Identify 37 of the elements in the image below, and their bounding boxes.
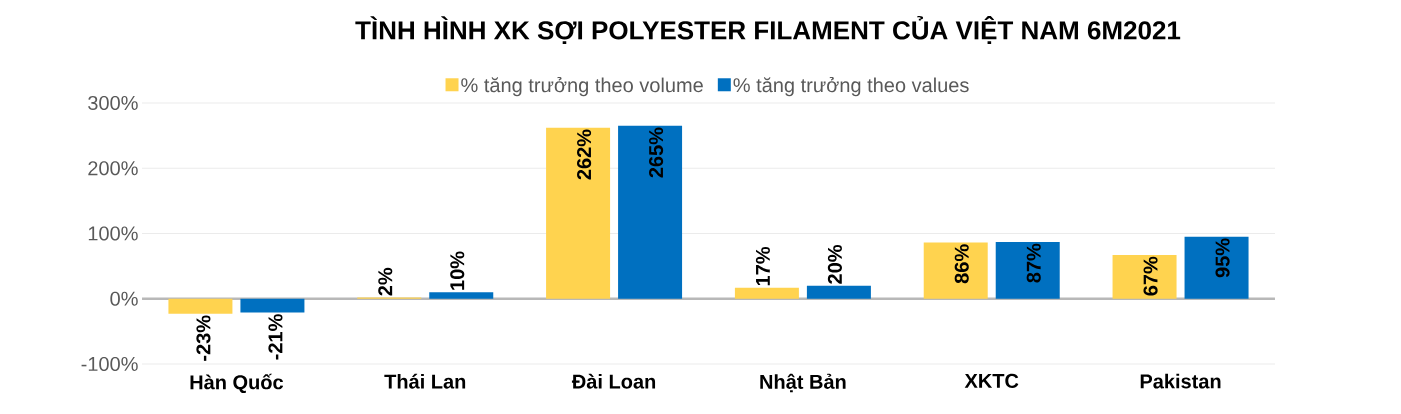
x-tick-label: Pakistan: [1140, 373, 1221, 389]
x-tick-label: XKTC: [964, 373, 1019, 388]
data-label: 67%: [1143, 256, 1158, 296]
legend-label: % tăng trưởng theo volume: [461, 76, 703, 97]
x-tick-label: Hàn Quốc: [190, 373, 284, 394]
y-tick-label: -100%: [81, 356, 138, 372]
bar: [806, 285, 871, 299]
y-tick-label: 300%: [88, 95, 138, 111]
data-label: 265%: [649, 127, 664, 178]
chart-title: TÌNH HÌNH XK SỢI POLYESTER FILAMENT CỦA VIỆT NAM 6M2021: [355, 16, 1181, 44]
bar: [618, 125, 683, 299]
bar: [1184, 236, 1249, 299]
data-label: 20%: [827, 245, 842, 284]
x-tick-label: Nhật Bản: [760, 373, 846, 393]
data-label: 10%: [450, 251, 465, 290]
bar: [734, 287, 799, 299]
data-label: 86%: [954, 244, 969, 284]
bar: [923, 242, 988, 299]
data-label: 17%: [755, 246, 770, 286]
bar: [546, 127, 611, 299]
x-tick-label: Thái Lan: [384, 373, 466, 389]
y-tick-label: 0%: [110, 291, 138, 306]
legend-label: % tăng trưởng theo values: [733, 76, 969, 97]
bar: [168, 298, 233, 314]
data-label: 262%: [577, 129, 592, 180]
y-tick-label: 100%: [88, 226, 138, 241]
data-label: -23%: [196, 315, 211, 361]
data-label: 87%: [1026, 243, 1041, 283]
bar: [240, 298, 305, 313]
y-tick-label: 200%: [88, 161, 138, 176]
x-tick-label: Đài Loan: [571, 373, 656, 389]
bar: [1112, 255, 1177, 299]
data-label: -21%: [268, 314, 283, 360]
data-label: 95%: [1215, 238, 1230, 278]
data-label: 2%: [378, 267, 393, 296]
bar: [429, 292, 494, 299]
bar: [995, 241, 1060, 299]
